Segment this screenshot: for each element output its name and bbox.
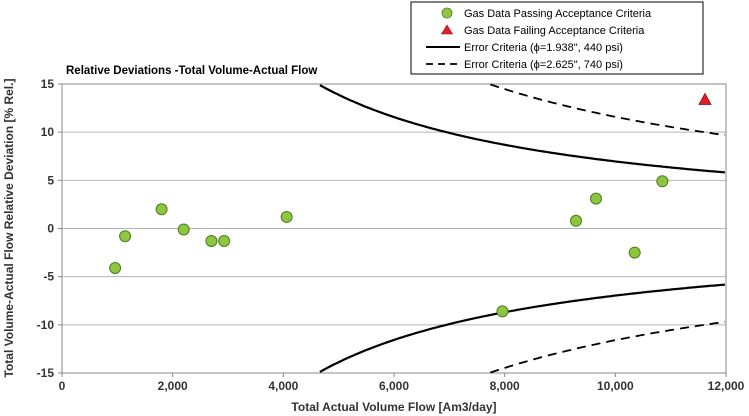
y-tick-label: -10	[37, 318, 55, 332]
passing-point	[280, 210, 293, 223]
error-curve-solid-lower	[319, 283, 725, 373]
legend: Gas Data Passing Acceptance Criteria Gas…	[410, 1, 704, 75]
y-axis-ticks: -15 -10 -5 0 5 10 15	[37, 77, 62, 380]
x-tick-label: 2,000	[158, 379, 188, 393]
y-tick-label: 5	[47, 173, 54, 187]
passing-point	[628, 246, 641, 259]
legend-marker-failing	[440, 24, 454, 35]
passing-point	[589, 192, 602, 205]
legend-label-passing: Gas Data Passing Acceptance Criteria	[464, 8, 652, 20]
chart-title: Relative Deviations -Total Volume-Actual…	[66, 65, 317, 77]
x-tick-label: 4,000	[268, 379, 298, 393]
passing-point	[570, 214, 583, 227]
legend-marker-passing	[441, 7, 453, 19]
x-axis-ticks: 0 2,000 4,000 6,000 8,000 10,000 12,000	[59, 373, 745, 393]
gridlines	[62, 83, 726, 374]
failing-point	[698, 92, 712, 105]
x-tick-label: 8,000	[490, 379, 520, 393]
y-tick-label: 10	[41, 125, 55, 139]
y-axis-label: Total Volume-Actual Flow Relative Deviat…	[2, 79, 16, 378]
passing-point	[496, 305, 509, 318]
passing-point	[155, 203, 168, 216]
x-tick-label: 6,000	[379, 379, 409, 393]
passing-point	[119, 230, 132, 243]
data-points	[109, 92, 712, 318]
legend-box	[410, 1, 704, 75]
passing-point	[109, 261, 122, 274]
x-tick-label: 0	[59, 379, 66, 393]
x-tick-label: 12,000	[708, 379, 745, 393]
y-tick-label: -15	[37, 366, 55, 380]
error-curve-dashed-lower	[489, 321, 726, 374]
y-tick-label: 0	[47, 222, 54, 236]
passing-point	[177, 223, 190, 236]
y-tick-label: 15	[41, 77, 55, 91]
y-tick-label: -5	[43, 270, 54, 284]
passing-point	[205, 235, 218, 248]
passing-point	[218, 235, 231, 248]
error-curve-solid-upper	[319, 84, 725, 174]
error-curve-dashed-upper	[489, 83, 726, 136]
legend-label-dashed: Error Criteria (ϕ=2.625", 740 psi)	[464, 59, 623, 71]
passing-point	[656, 175, 669, 188]
legend-label-failing: Gas Data Failing Acceptance Criteria	[464, 25, 645, 37]
x-axis-label: Total Actual Volume Flow [Am3/day]	[291, 400, 496, 414]
x-tick-label: 10,000	[597, 379, 634, 393]
error-criteria-curves	[319, 83, 726, 374]
legend-label-solid: Error Criteria (ϕ=1.938", 440 psi)	[464, 42, 623, 54]
